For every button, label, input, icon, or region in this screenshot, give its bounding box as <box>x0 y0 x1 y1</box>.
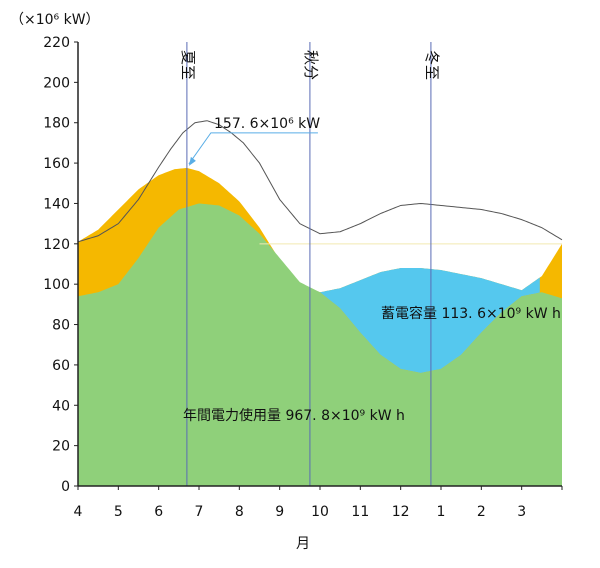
peak-leader-line <box>188 132 318 165</box>
y-tick-label: 160 <box>43 156 70 172</box>
y-tick-label: 60 <box>52 358 70 374</box>
y-tick-label: 220 <box>43 35 70 51</box>
x-tick-label: 8 <box>235 504 244 520</box>
x-tick-label: 5 <box>114 504 123 520</box>
y-tick-label: 120 <box>43 237 70 253</box>
season-marker-label: 秋分 <box>302 50 320 80</box>
storage-capacity-label: 蓄電容量 113. 6×10⁹ kW h <box>381 305 561 322</box>
y-unit-label: （×10⁶ kW） <box>10 12 100 28</box>
x-tick-label: 1 <box>437 504 446 520</box>
peak-value-label: 157. 6×10⁶ kW <box>214 116 320 132</box>
annual-usage-label: 年間電力使用量 967. 8×10⁹ kW h <box>183 407 405 424</box>
total-demand-line <box>77 120 563 243</box>
x-tick-label: 2 <box>477 504 486 520</box>
season-marker-label: 冬至 <box>423 50 441 80</box>
y-tick-label: 140 <box>43 196 70 212</box>
y-tick-label: 40 <box>52 398 70 414</box>
x-tick-label: 3 <box>517 504 526 520</box>
annual-usage-area <box>78 203 562 486</box>
y-tick-label: 180 <box>43 116 70 132</box>
y-tick-label: 200 <box>43 75 70 91</box>
fill-layer <box>78 167 562 486</box>
x-tick-label: 4 <box>74 504 83 520</box>
season-marker-label: 夏至 <box>179 50 197 80</box>
x-tick-label: 11 <box>351 504 369 520</box>
x-axis-label: 月 <box>296 536 310 552</box>
x-tick-label: 6 <box>154 504 163 520</box>
y-tick-label: 100 <box>43 277 70 293</box>
x-tick-label: 12 <box>392 504 410 520</box>
x-tick-label: 9 <box>275 504 284 520</box>
x-tick-label: 7 <box>195 504 204 520</box>
y-tick-label: 20 <box>52 439 70 455</box>
x-tick-label: 10 <box>311 504 329 520</box>
line-layer <box>77 42 563 486</box>
y-tick-label: 80 <box>52 318 70 334</box>
peak-arrow <box>188 156 196 166</box>
axes-layer <box>74 41 563 490</box>
text-layer: （×10⁶ kW） 月 蓄電容量 113. 6×10⁹ kW h 年間電力使用量… <box>10 12 561 552</box>
storage-capacity-area <box>317 268 540 373</box>
y-tick-label: 0 <box>61 479 70 495</box>
